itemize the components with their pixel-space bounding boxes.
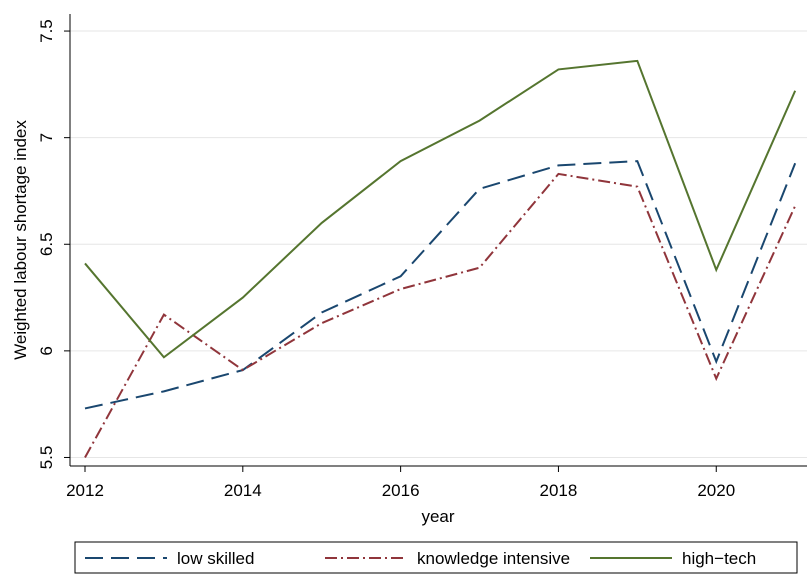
legend-box (74, 541, 798, 574)
x-tick-label: 2016 (382, 481, 420, 500)
y-tick-label: 6.5 (37, 232, 56, 256)
series-line (84, 172, 797, 458)
y-tick-label: 5.5 (37, 446, 56, 470)
y-axis-label: Weighted labour shortage index (11, 120, 30, 360)
legend-label: low skilled (177, 549, 254, 568)
y-tick-label: 7.5 (37, 19, 56, 43)
x-tick-label: 2018 (540, 481, 578, 500)
x-tick-label: 2012 (66, 481, 104, 500)
y-tick-label: 6 (37, 346, 56, 355)
series-line (84, 59, 797, 359)
x-axis-label: year (421, 507, 454, 526)
x-tick-label: 2014 (224, 481, 262, 500)
x-tick-label: 2020 (697, 481, 735, 500)
series-line (84, 160, 797, 410)
legend-label: knowledge intensive (417, 549, 570, 568)
legend-label: high−tech (682, 549, 756, 568)
y-tick-label: 7 (37, 133, 56, 142)
